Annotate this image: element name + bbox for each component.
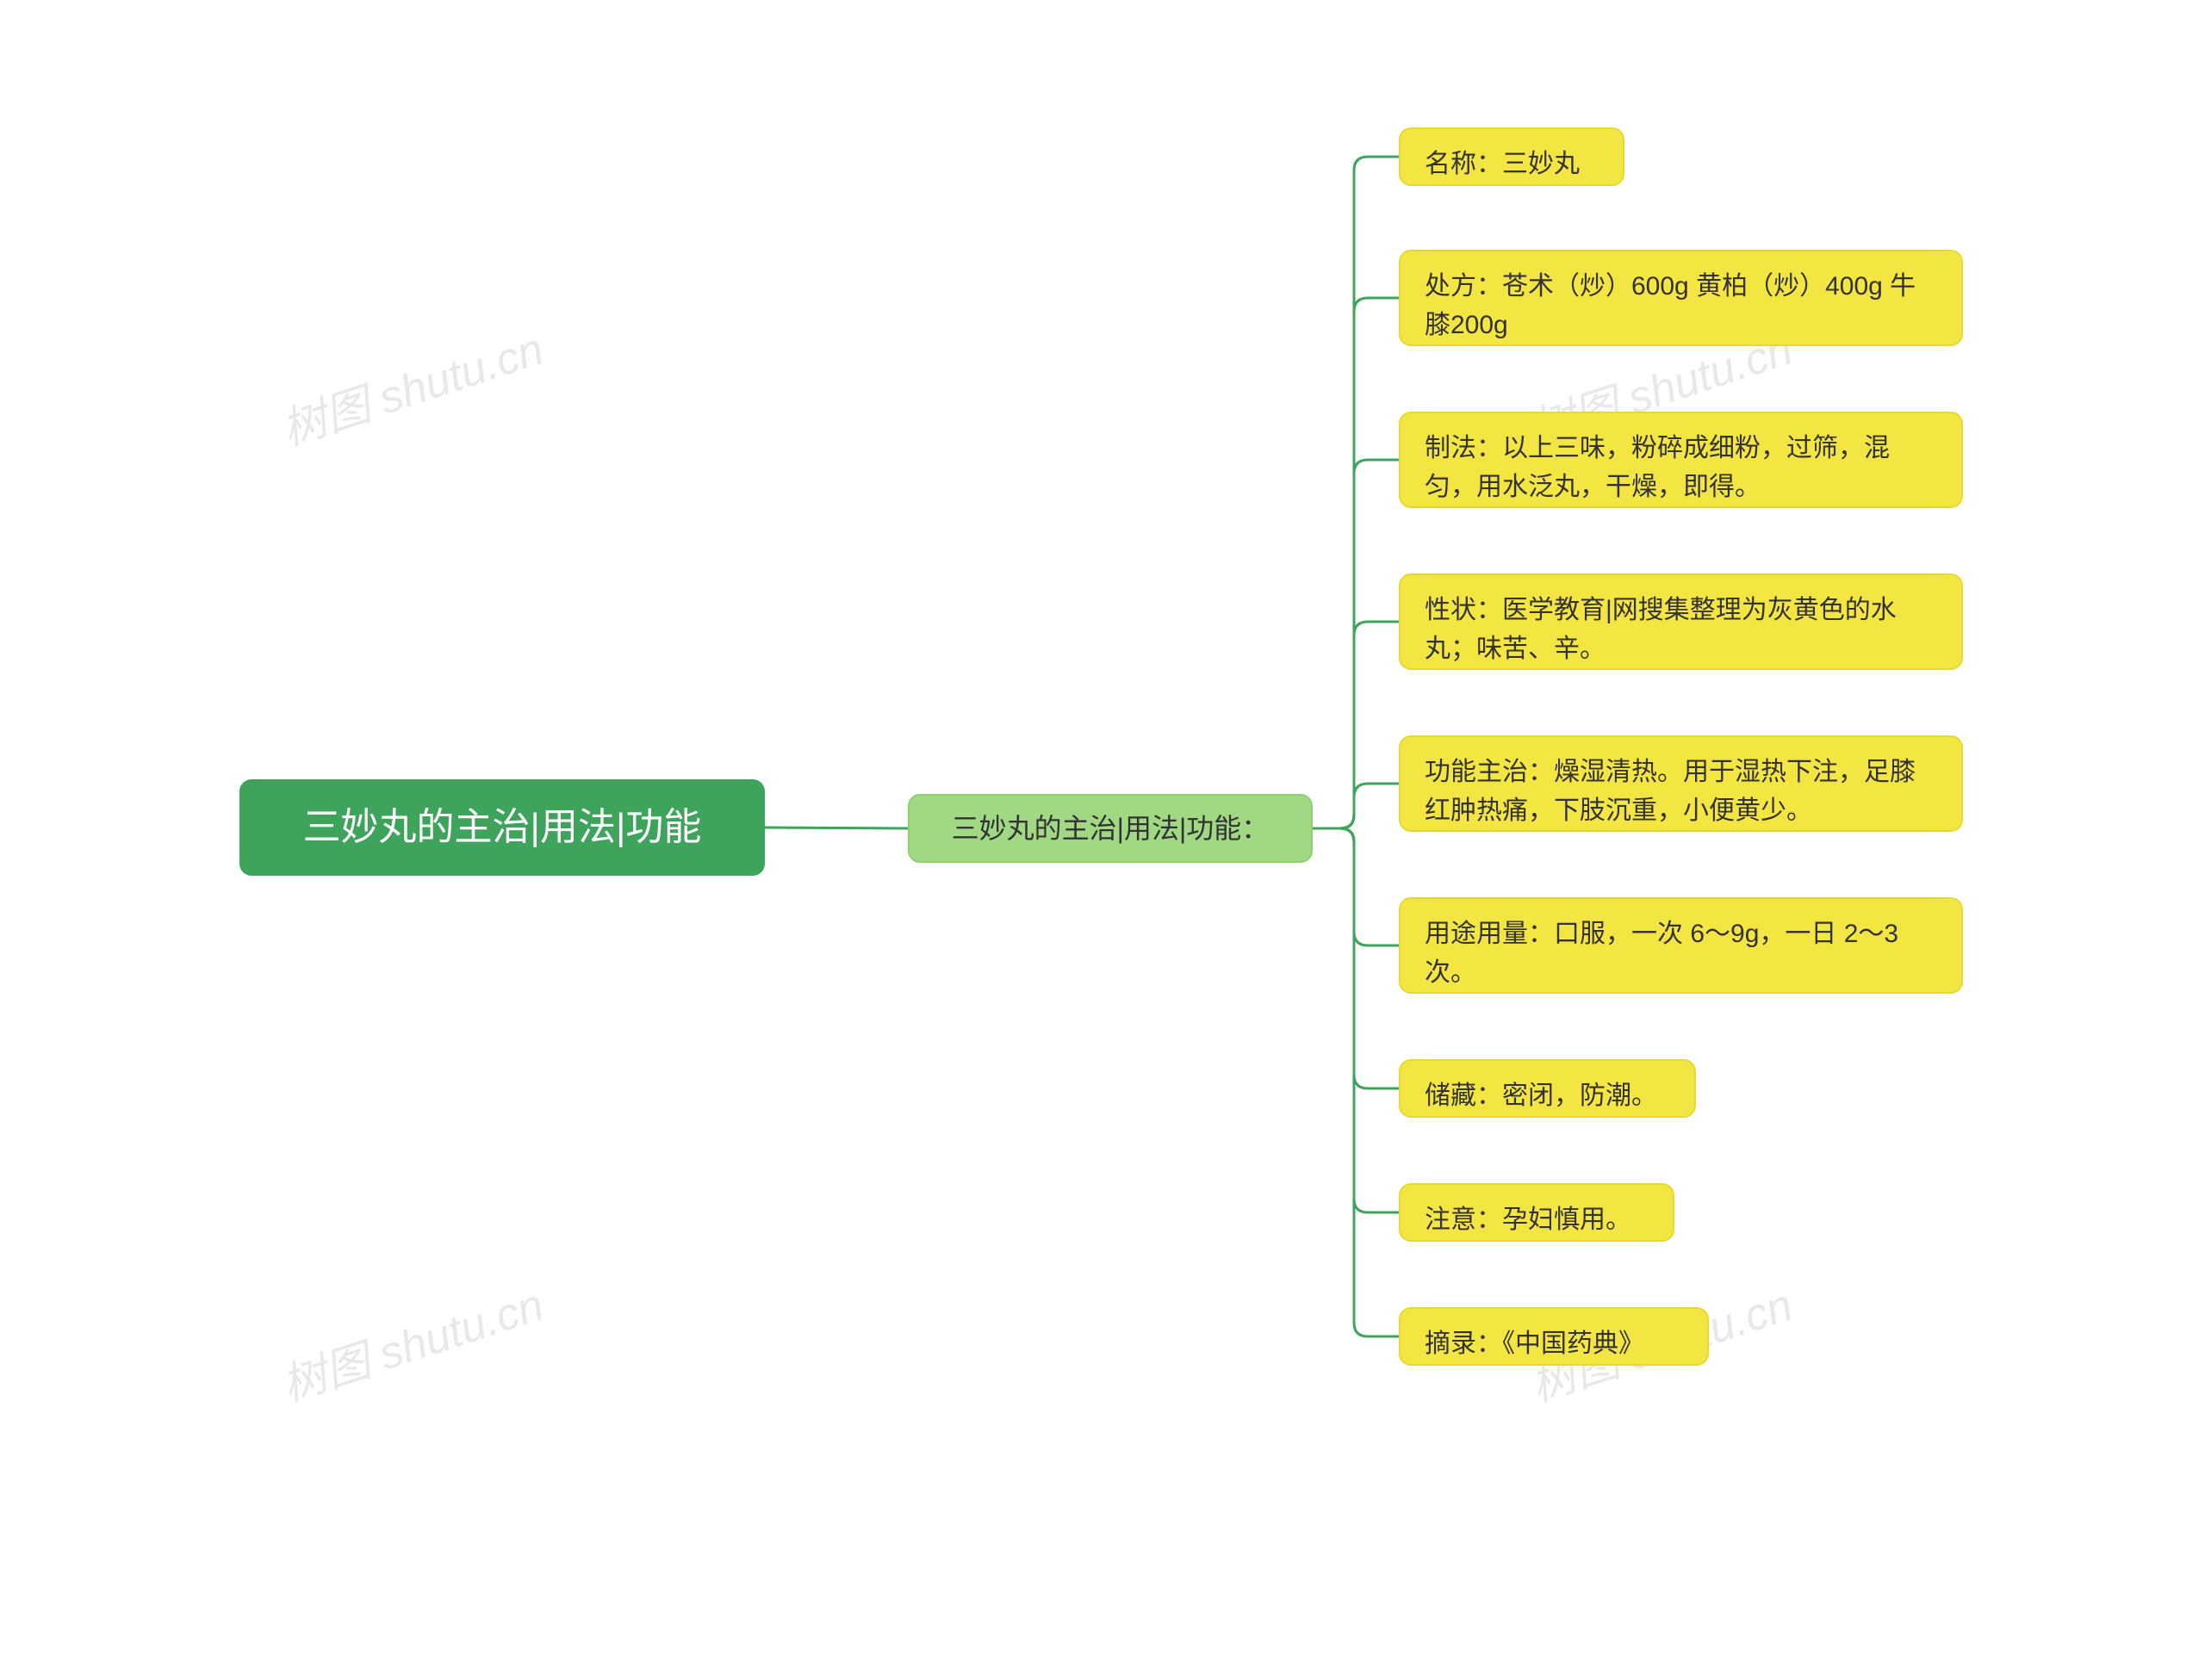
leaf-label: 处方：苍术（炒）600g 黄柏（炒）400g 牛膝200g bbox=[1425, 267, 1937, 344]
watermark: 树图 shutu.cn bbox=[272, 1268, 550, 1414]
leaf-node[interactable]: 功能主治：燥湿清热。用于湿热下注，足膝红肿热痛，下肢沉重，小便黄少。 bbox=[1399, 735, 1963, 832]
level1-node[interactable]: 三妙丸的主治|用法|功能： bbox=[908, 794, 1313, 863]
leaf-label: 名称：三妙丸 bbox=[1425, 145, 1580, 183]
mindmap-canvas: 树图 shutu.cn 树图 shutu.cn 树图 shutu.cn 树图 s… bbox=[0, 0, 2205, 1680]
leaf-label: 注意：孕妇慎用。 bbox=[1425, 1200, 1631, 1239]
leaf-label: 储藏：密闭，防潮。 bbox=[1425, 1076, 1657, 1115]
leaf-label: 性状：医学教育|网搜集整理为灰黄色的水丸；味苦、辛。 bbox=[1425, 591, 1937, 668]
level1-label: 三妙丸的主治|用法|功能： bbox=[952, 808, 1270, 849]
leaf-label: 用途用量：口服，一次 6～9g，一日 2～3 次。 bbox=[1425, 914, 1937, 992]
leaf-node[interactable]: 名称：三妙丸 bbox=[1399, 127, 1624, 186]
leaf-node[interactable]: 摘录：《中国药典》 bbox=[1399, 1307, 1709, 1366]
leaf-node[interactable]: 性状：医学教育|网搜集整理为灰黄色的水丸；味苦、辛。 bbox=[1399, 573, 1963, 670]
leaf-node[interactable]: 处方：苍术（炒）600g 黄柏（炒）400g 牛膝200g bbox=[1399, 250, 1963, 346]
watermark: 树图 shutu.cn bbox=[272, 313, 550, 458]
leaf-node[interactable]: 制法：以上三味，粉碎成细粉，过筛，混匀，用水泛丸，干燥，即得。 bbox=[1399, 412, 1963, 508]
leaf-node[interactable]: 注意：孕妇慎用。 bbox=[1399, 1183, 1674, 1242]
leaf-label: 功能主治：燥湿清热。用于湿热下注，足膝红肿热痛，下肢沉重，小便黄少。 bbox=[1425, 753, 1937, 830]
leaf-node[interactable]: 用途用量：口服，一次 6～9g，一日 2～3 次。 bbox=[1399, 897, 1963, 994]
leaf-label: 制法：以上三味，粉碎成细粉，过筛，混匀，用水泛丸，干燥，即得。 bbox=[1425, 429, 1937, 506]
leaf-node[interactable]: 储藏：密闭，防潮。 bbox=[1399, 1059, 1696, 1118]
root-label: 三妙丸的主治|用法|功能 bbox=[303, 799, 702, 856]
root-node[interactable]: 三妙丸的主治|用法|功能 bbox=[239, 779, 765, 876]
leaf-label: 摘录：《中国药典》 bbox=[1425, 1324, 1644, 1363]
